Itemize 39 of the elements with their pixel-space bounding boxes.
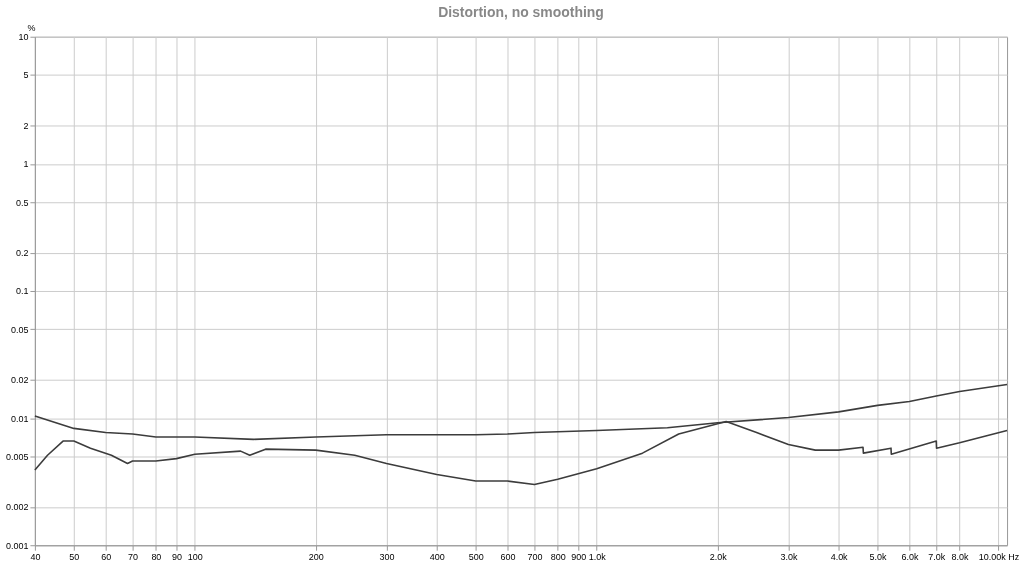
x-tick-label: 10.00k Hz — [978, 551, 1020, 562]
x-tick-label: 700 — [527, 551, 543, 562]
x-tick-label: 1.0k — [588, 551, 607, 562]
y-tick-label: 0.1 — [15, 286, 29, 297]
chart-title: Distortion, no smoothing — [438, 3, 604, 20]
x-tick-label: 7.0k — [928, 551, 946, 562]
y-tick-label: 0.05 — [10, 324, 29, 335]
x-tick-label: 6.0k — [901, 551, 919, 562]
y-tick-label: 0.002 — [5, 502, 29, 513]
x-tick-label: 40 — [30, 551, 41, 562]
x-tick-label: 8.0k — [951, 551, 970, 562]
x-tick-label: 5.0k — [869, 551, 888, 562]
x-tick-label: 800 — [550, 551, 566, 562]
y-tick-label: 10 — [18, 32, 29, 43]
y-tick-label: 2 — [23, 121, 29, 132]
x-tick-label: 60 — [101, 551, 112, 562]
y-tick-label: 0.5 — [15, 197, 29, 208]
x-tick-label: 90 — [171, 551, 182, 562]
x-tick-label: 400 — [429, 551, 445, 562]
y-tick-label: 0.02 — [10, 375, 29, 386]
y-tick-label: 5 — [23, 70, 29, 81]
y-tick-label: 0.005 — [5, 451, 29, 462]
x-tick-label: 4.0k — [830, 551, 849, 562]
x-tick-label: 3.0k — [780, 551, 798, 562]
x-tick-label: 50 — [69, 551, 80, 562]
x-tick-label: 900 — [571, 551, 587, 562]
y-axis-title: % — [27, 23, 36, 34]
y-tick-label: 0.01 — [10, 413, 29, 424]
x-tick-label: 300 — [379, 551, 395, 562]
x-tick-label: 600 — [500, 551, 516, 562]
x-tick-label: 200 — [308, 551, 324, 562]
x-tick-label: 80 — [151, 551, 162, 562]
x-tick-label: 70 — [128, 551, 139, 562]
y-tick-label: 0.001 — [5, 540, 29, 551]
x-tick-label: 2.0k — [709, 551, 728, 562]
x-tick-label: 500 — [468, 551, 484, 562]
y-tick-label: 0.2 — [15, 248, 29, 259]
y-tick-label: 1 — [23, 159, 29, 170]
x-tick-label: 100 — [187, 551, 203, 562]
